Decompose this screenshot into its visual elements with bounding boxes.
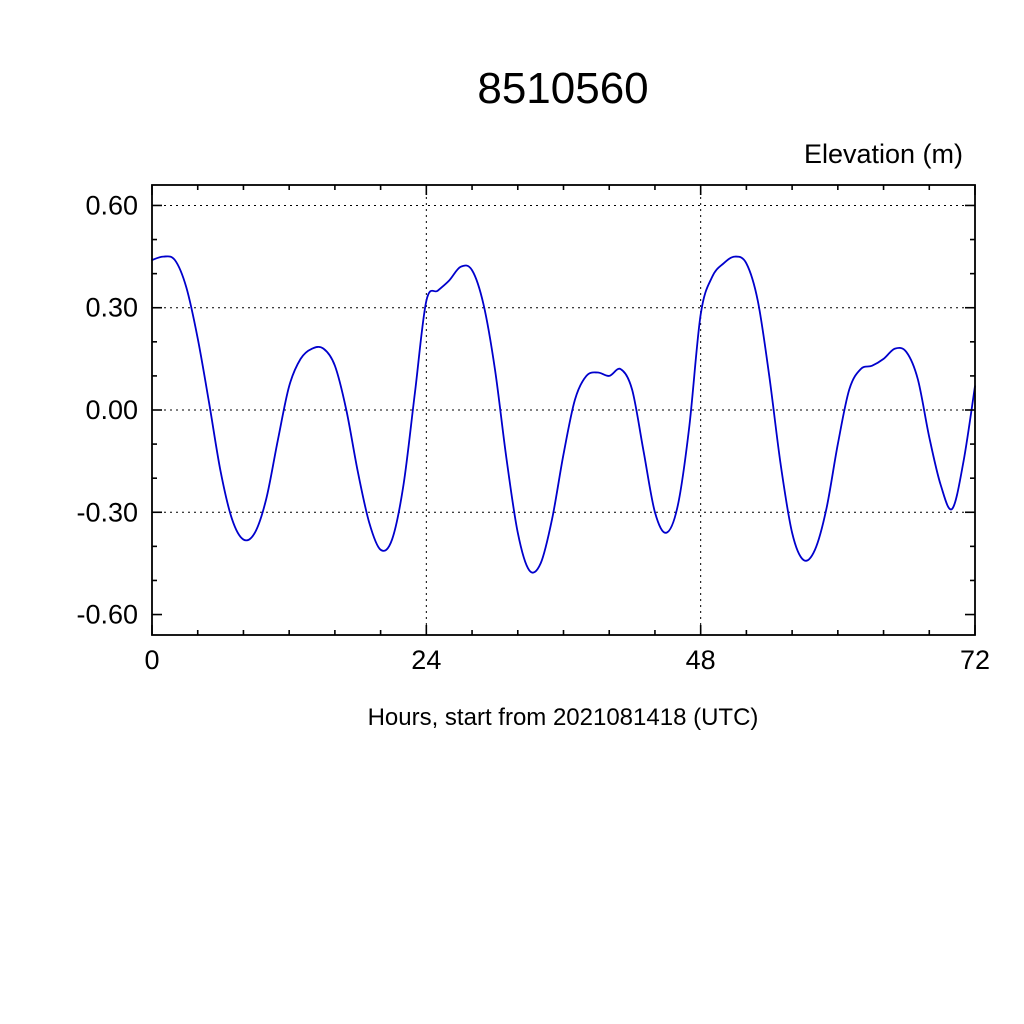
chart-title: 8510560 (477, 64, 648, 113)
axis-tick-labels: 0 24 48 72 -0.60 -0.30 0.00 0.30 0.60 (76, 190, 990, 675)
x-tick-label: 48 (686, 645, 716, 675)
y-tick-label: 0.00 (85, 395, 138, 425)
gridlines (152, 185, 975, 635)
x-tick-label: 24 (411, 645, 441, 675)
elevation-series (151, 255, 976, 574)
y-tick-label: 0.60 (85, 190, 138, 220)
y-tick-label: -0.60 (76, 600, 138, 630)
elevation-line (151, 255, 976, 574)
x-tick-label: 72 (960, 645, 990, 675)
axis-ticks (151, 185, 976, 635)
y-tick-label: 0.30 (85, 293, 138, 323)
plot-frame (151, 184, 976, 636)
x-axis-title: Hours, start from 2021081418 (UTC) (368, 704, 759, 731)
x-tick-label: 0 (144, 645, 159, 675)
y-axis-title: Elevation (m) (804, 139, 963, 169)
y-tick-label: -0.30 (76, 497, 138, 527)
